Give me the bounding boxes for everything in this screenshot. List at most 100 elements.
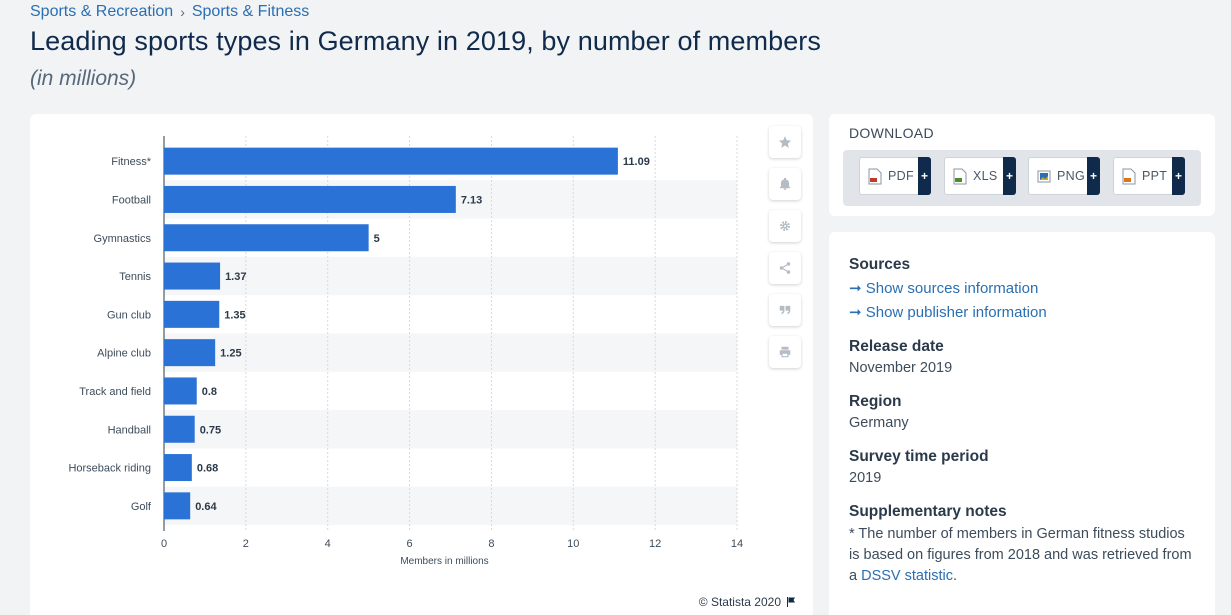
dssv-statistic-link[interactable]: DSSV statistic [861, 568, 953, 584]
statista-credit[interactable]: © Statista 2020 [699, 595, 797, 609]
bar [164, 415, 195, 443]
row-band [164, 486, 737, 525]
category-label: Gun club [107, 309, 151, 321]
download-ppt-plus: + [1172, 157, 1185, 195]
category-label: Alpine club [97, 348, 151, 360]
share-button[interactable] [769, 252, 801, 284]
statistic-info-panel: Sources ➞ Show sources information ➞ Sho… [829, 232, 1215, 615]
bar [164, 262, 221, 290]
bar [164, 492, 191, 520]
download-pdf-button[interactable]: PDF + [859, 157, 931, 195]
download-png-plus: + [1087, 157, 1100, 195]
data-label: 7.13 [461, 194, 482, 206]
download-png-label: PNG [1057, 169, 1085, 183]
notes-end: . [952, 568, 957, 584]
print-button[interactable] [769, 336, 801, 368]
bar [164, 339, 216, 367]
quote-icon [779, 305, 791, 315]
category-label: Golf [131, 501, 152, 513]
credit-text: © Statista 2020 [698, 595, 781, 609]
cite-button[interactable] [769, 294, 801, 326]
chart-toolbar [769, 126, 801, 378]
data-label: 0.68 [197, 463, 218, 475]
breadcrumb-separator: › [180, 4, 185, 20]
bar [164, 147, 618, 175]
region-heading: Region [849, 393, 902, 410]
release-date-heading: Release date [849, 338, 944, 355]
x-tick-label: 12 [649, 538, 661, 550]
gear-icon [780, 221, 790, 231]
category-label: Gymnastics [94, 233, 152, 245]
show-publisher-link[interactable]: ➞ Show publisher information [849, 304, 1047, 321]
category-label: Tennis [119, 271, 151, 283]
download-ppt-button[interactable]: PPT + [1113, 157, 1185, 195]
survey-period-heading: Survey time period [849, 448, 989, 465]
print-icon [779, 346, 791, 358]
star-icon [778, 136, 792, 148]
settings-button[interactable] [769, 210, 801, 242]
category-label: Football [112, 194, 151, 206]
data-label: 5 [374, 233, 380, 245]
x-tick-label: 4 [325, 538, 331, 550]
favorite-button[interactable] [769, 126, 801, 158]
release-date-value: November 2019 [849, 360, 953, 376]
region-value: Germany [849, 415, 909, 431]
notification-button[interactable] [769, 168, 801, 200]
breadcrumb-link-sports-recreation[interactable]: Sports & Recreation [30, 3, 174, 20]
xls-file-icon [953, 168, 967, 184]
png-file-icon [1037, 170, 1051, 182]
download-button-group: PDF + XLS + PNG + PPT + [843, 150, 1201, 206]
category-label: Horseback riding [68, 463, 151, 475]
download-ppt-label: PPT [1142, 169, 1168, 183]
download-pdf-label: PDF [888, 169, 914, 183]
category-label: Fitness* [111, 156, 151, 168]
download-panel: DOWNLOAD PDF + XLS + PNG + PPT + [829, 114, 1215, 216]
sources-heading: Sources [849, 256, 911, 273]
x-tick-label: 10 [567, 538, 579, 550]
bar-chart: Fitness* 11.09 Football 7.13 Gymnastics 5 Tenn… [68, 136, 743, 567]
notes-body: * The number of members in German fitnes… [849, 526, 1192, 584]
breadcrumb: Sports & Recreation › Sports & Fitness [30, 3, 309, 21]
row-band [164, 333, 737, 372]
row-band [164, 410, 737, 449]
bar [164, 224, 369, 252]
download-pdf-plus: + [918, 157, 931, 195]
data-label: 1.35 [224, 309, 245, 321]
chart-card: Fitness* 11.09 Football 7.13 Gymnastics 5 Tenn… [30, 114, 813, 615]
bar [164, 377, 197, 405]
bar [164, 300, 220, 328]
pdf-file-icon [868, 168, 882, 184]
category-label: Handball [108, 424, 151, 436]
survey-period-value: 2019 [849, 470, 882, 486]
download-xls-button[interactable]: XLS + [944, 157, 1016, 195]
supplementary-notes-text: * The number of members in German fitnes… [849, 524, 1199, 587]
data-label: 0.64 [195, 501, 217, 513]
data-label: 0.75 [200, 424, 221, 436]
data-label: 1.37 [225, 271, 246, 283]
row-band [164, 256, 737, 296]
page-title: Leading sports types in Germany in 2019,… [30, 26, 821, 56]
x-tick-label: 8 [488, 538, 494, 550]
breadcrumb-link-sports-fitness[interactable]: Sports & Fitness [191, 3, 310, 20]
share-icon [779, 262, 791, 274]
download-xls-label: XLS [973, 169, 998, 183]
bell-icon [779, 177, 791, 190]
ppt-file-icon [1122, 168, 1136, 184]
data-label: 1.25 [220, 348, 241, 360]
flag-icon [787, 597, 795, 607]
category-label: Track and field [79, 386, 151, 398]
x-tick-label: 0 [161, 538, 167, 550]
download-xls-plus: + [1003, 157, 1016, 195]
supplementary-notes-heading: Supplementary notes [849, 503, 1007, 520]
data-label: 0.8 [202, 386, 217, 398]
x-tick-label: 6 [407, 538, 413, 550]
bar [164, 454, 192, 482]
bar [164, 185, 456, 213]
x-tick-label: 14 [731, 538, 743, 550]
download-png-button[interactable]: PNG + [1028, 157, 1100, 195]
x-tick-label: 2 [243, 538, 249, 550]
show-sources-link[interactable]: ➞ Show sources information [849, 280, 1039, 297]
data-label: 11.09 [623, 156, 650, 168]
page-subtitle: (in millions) [30, 67, 137, 90]
download-title: DOWNLOAD [849, 125, 934, 141]
